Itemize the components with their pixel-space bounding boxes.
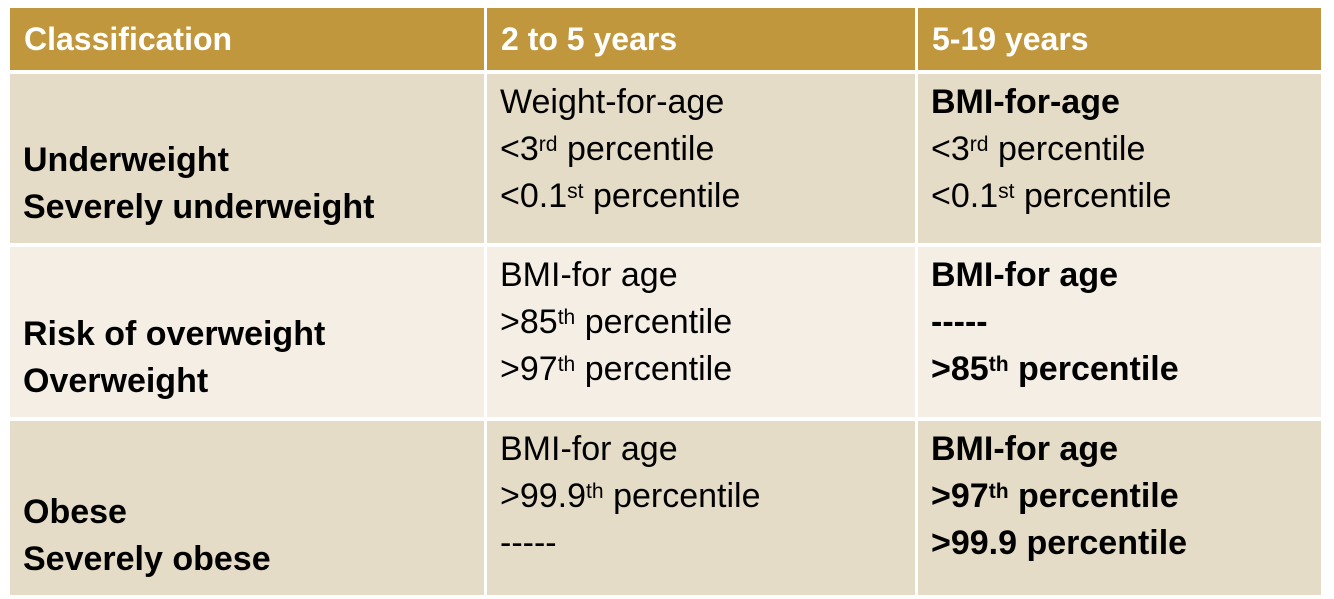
- ordinal-superscript: rd: [969, 132, 989, 156]
- cell-overweight-5to19: BMI-for age ----- >85th percentile: [918, 247, 1321, 417]
- cell-line: <3rd percentile: [931, 130, 1146, 168]
- table-row-overweight: Risk of overweight Overweight BMI-for age…: [10, 247, 1321, 417]
- cell-obese-2to5: BMI-for age >99.9th percentile -----: [487, 421, 915, 595]
- cell-line: BMI-for-age: [931, 83, 1120, 121]
- cell-overweight-2to5: BMI-for age >85th percentile >97th percent…: [487, 247, 915, 417]
- cell-line: >85th percentile: [931, 350, 1179, 388]
- cell-line: BMI-for age: [931, 256, 1118, 294]
- cell-line: >99.9 percentile: [931, 524, 1188, 562]
- cell-underweight-2to5: Weight-for-age <3rd percentile <0.1st perc…: [487, 74, 915, 243]
- cell-obese-classification: Obese Severely obese: [10, 421, 484, 595]
- cell-line: Overweight: [23, 362, 209, 400]
- header-cell-2to5-years: 2 to 5 years: [487, 8, 915, 70]
- cell-line: Risk of overweight: [23, 315, 326, 353]
- cell-line: -----: [500, 524, 557, 562]
- table-row-underweight: Underweight Severely underweight Weight-f…: [10, 74, 1321, 243]
- cell-line: <0.1st percentile: [931, 177, 1172, 215]
- header-cell-classification: Classification: [10, 8, 484, 70]
- ordinal-superscript: th: [988, 352, 1009, 376]
- cell-line: Severely underweight: [23, 188, 375, 226]
- ordinal-superscript: st: [998, 179, 1015, 203]
- table-row-obese: Obese Severely obese BMI-for age >99.9th p…: [10, 421, 1321, 595]
- cell-underweight-5to19: BMI-for-age <3rd percentile <0.1st percent…: [918, 74, 1321, 243]
- cell-obese-5to19: BMI-for age >97th percentile >99.9 percent…: [918, 421, 1321, 595]
- cell-underweight-classification: Underweight Severely underweight: [10, 74, 484, 243]
- ordinal-superscript: st: [567, 179, 584, 203]
- cell-line: BMI-for age: [931, 430, 1118, 468]
- ordinal-superscript: th: [586, 479, 604, 503]
- cell-line: >99.9th percentile: [500, 477, 761, 515]
- cell-line: >85th percentile: [500, 303, 733, 341]
- cell-overweight-classification: Risk of overweight Overweight: [10, 247, 484, 417]
- cell-line: BMI-for age: [500, 256, 678, 294]
- ordinal-superscript: th: [557, 305, 576, 329]
- header-row: Classification 2 to 5 years 5-19 years: [10, 8, 1321, 70]
- ordinal-superscript: th: [988, 479, 1009, 503]
- header-cell-5to19-years: 5-19 years: [918, 8, 1321, 70]
- cell-line: BMI-for age: [500, 430, 678, 468]
- cell-line: <0.1st percentile: [500, 177, 741, 215]
- ordinal-superscript: rd: [538, 132, 558, 156]
- cell-line: <3rd percentile: [500, 130, 715, 168]
- ordinal-superscript: th: [557, 352, 576, 376]
- cell-line: Obese: [23, 493, 127, 531]
- cell-line: -----: [931, 303, 988, 341]
- cell-line: >97th percentile: [931, 477, 1179, 515]
- cell-line: Weight-for-age: [500, 83, 725, 121]
- cell-line: Severely obese: [23, 540, 271, 578]
- cell-line: Underweight: [23, 141, 229, 179]
- cell-line: >97th percentile: [500, 350, 733, 388]
- weight-classification-table: Classification 2 to 5 years 5-19 years U…: [7, 4, 1324, 599]
